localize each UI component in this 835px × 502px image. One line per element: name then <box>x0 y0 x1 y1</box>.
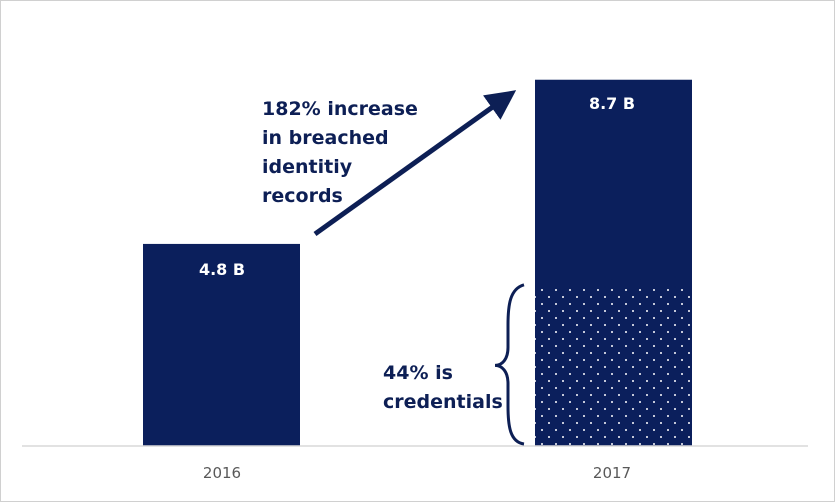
annotation-line-1: 182% increase <box>262 98 418 120</box>
annotation-line-2: in breached <box>262 127 389 149</box>
data-label-2016: 4.8 B <box>199 260 245 279</box>
credentials-label-line-1: 44% is <box>383 362 453 384</box>
annotation-line-3: identitiy <box>262 156 353 178</box>
data-label-2017: 8.7 B <box>589 94 635 113</box>
increase-arrow <box>313 90 517 237</box>
increase-annotation: 182% increase in breached identitiy reco… <box>262 98 418 207</box>
x-tick-label-2016: 2016 <box>203 464 241 482</box>
credentials-label-line-2: credentials <box>383 391 503 413</box>
curly-brace <box>494 283 525 446</box>
x-tick-label-2017: 2017 <box>593 464 631 482</box>
bar-2016 <box>143 243 300 446</box>
credentials-segment-2017 <box>535 284 692 446</box>
annotation-line-4: records <box>262 185 343 207</box>
